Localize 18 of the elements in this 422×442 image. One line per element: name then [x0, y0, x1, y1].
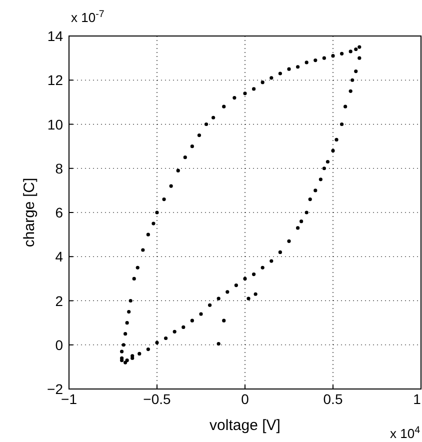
x-tick-label: 1 [413, 391, 422, 407]
x-tick-label: 0.5 [323, 391, 343, 407]
x-tick-label: 0 [241, 391, 250, 407]
y-tick-label: 6 [55, 204, 64, 220]
x-tick-label: −1 [61, 391, 78, 407]
y-axis-title: charge [C] [21, 178, 38, 248]
text: x 10$^{4}$ [390, 424, 421, 441]
x-axis-title: voltage [V] [210, 417, 280, 434]
text: x 10$^{-7}$ [71, 8, 104, 25]
y-tick-label: 8 [55, 160, 64, 176]
y-tick-label: 14 [47, 28, 64, 44]
y-tick-label: 4 [55, 248, 64, 265]
y-tick-label: 10 [47, 116, 64, 132]
y-tick-label: 2 [55, 292, 64, 309]
y-tick-label: −2 [47, 381, 64, 397]
x-tick-label: −0.5 [143, 391, 172, 407]
y-tick-label: 0 [55, 336, 64, 353]
y-tick-label: 12 [47, 72, 64, 88]
